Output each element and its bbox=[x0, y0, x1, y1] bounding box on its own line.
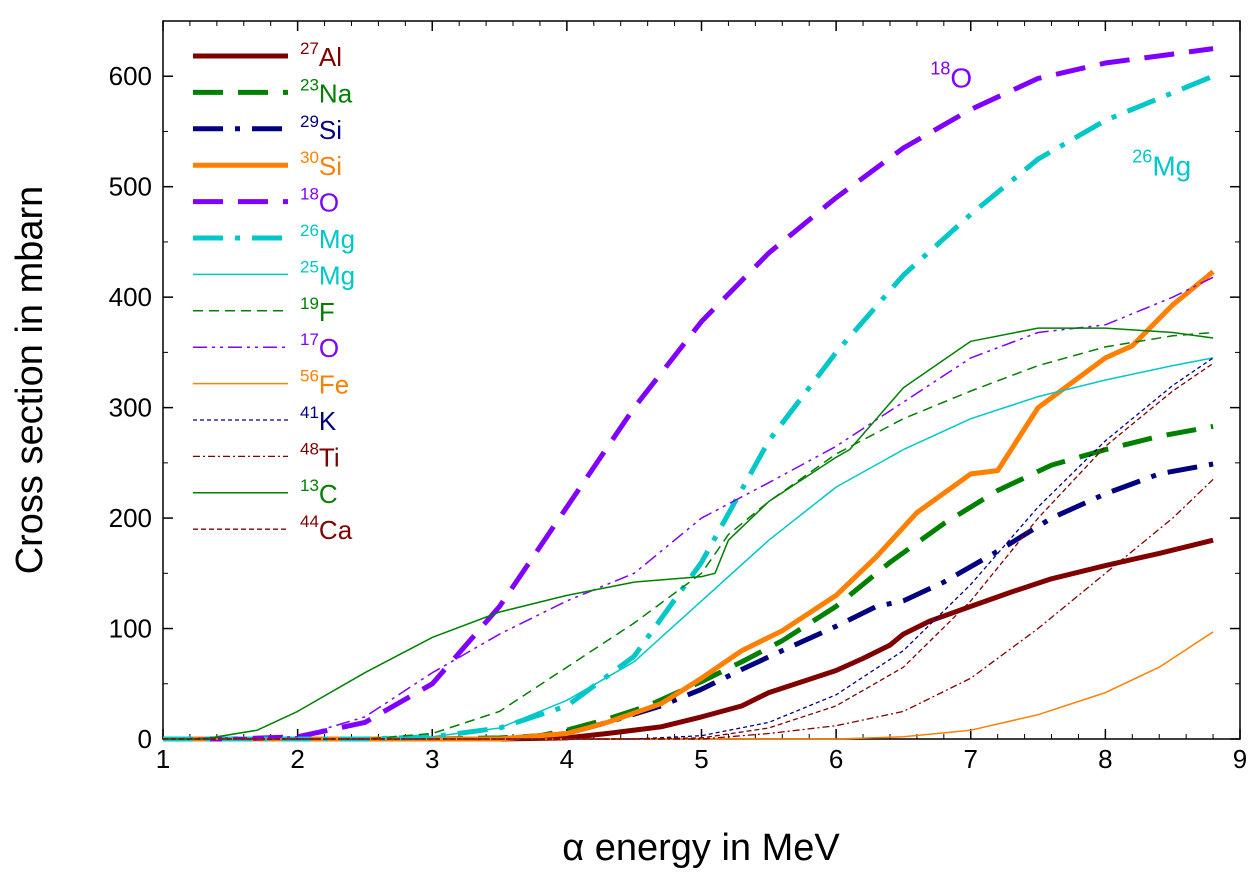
legend-element-symbol: O bbox=[319, 188, 339, 218]
y-tick-label: 400 bbox=[109, 282, 152, 312]
series-lines bbox=[162, 46, 1215, 742]
legend-label: 13C bbox=[300, 476, 338, 509]
series-line-25mg bbox=[163, 357, 1214, 740]
legend-label: 48Ti bbox=[300, 439, 340, 472]
annotation-mass-number: 18 bbox=[930, 58, 950, 78]
legend-label: 17O bbox=[300, 330, 339, 363]
series-line-30si bbox=[163, 269, 1215, 742]
series-line-56fe bbox=[163, 631, 1214, 740]
legend: 27Al23Na29Si30Si18O26Mg25Mg19F17O56Fe41K… bbox=[193, 39, 355, 545]
legend-label: 19F bbox=[300, 294, 335, 327]
legend-label: 41K bbox=[300, 403, 337, 436]
x-tick-label: 5 bbox=[694, 744, 708, 774]
x-tick-label: 9 bbox=[1233, 744, 1247, 774]
legend-element-symbol: Al bbox=[319, 42, 342, 72]
legend-mass-number: 48 bbox=[300, 439, 319, 458]
legend-mass-number: 27 bbox=[300, 39, 319, 58]
legend-mass-number: 25 bbox=[300, 257, 319, 276]
legend-label: 44Ca bbox=[300, 512, 353, 545]
legend-element-symbol: Fe bbox=[319, 370, 349, 400]
y-tick-label: 100 bbox=[109, 614, 152, 644]
legend-element-symbol: Ca bbox=[319, 515, 353, 545]
legend-mass-number: 41 bbox=[300, 403, 319, 422]
legend-element-symbol: F bbox=[319, 297, 335, 327]
x-tick-label: 3 bbox=[425, 744, 439, 774]
legend-label: 25Mg bbox=[300, 257, 355, 290]
series-line-27al bbox=[163, 537, 1214, 742]
legend-element-symbol: K bbox=[319, 406, 337, 436]
legend-mass-number: 56 bbox=[300, 367, 319, 386]
x-tick-label: 1 bbox=[156, 744, 170, 774]
legend-element-symbol: Mg bbox=[319, 260, 355, 290]
series-line-13c bbox=[163, 327, 1214, 740]
annotation-element-symbol: Mg bbox=[1152, 151, 1191, 182]
annotations: 18O 26Mg bbox=[930, 58, 1191, 181]
x-axis-title: α energy in MeV bbox=[562, 827, 840, 869]
legend-label: 23Na bbox=[300, 75, 353, 108]
legend-element-symbol: Mg bbox=[319, 224, 355, 254]
y-tick-label: 600 bbox=[109, 61, 152, 91]
x-tick-label: 7 bbox=[964, 744, 978, 774]
legend-mass-number: 17 bbox=[300, 330, 319, 349]
legend-element-symbol: Ti bbox=[319, 442, 340, 472]
legend-mass-number: 26 bbox=[300, 221, 319, 240]
x-tick-label: 2 bbox=[290, 744, 304, 774]
series-line-26mg bbox=[163, 73, 1215, 742]
y-axis-title: Cross section in mbarn bbox=[9, 186, 51, 575]
legend-label: 30Si bbox=[300, 148, 342, 181]
legend-label: 26Mg bbox=[300, 221, 355, 254]
legend-mass-number: 23 bbox=[300, 75, 319, 94]
series-line-44ca bbox=[163, 362, 1214, 740]
legend-element-symbol: C bbox=[319, 479, 338, 509]
series-line-41k bbox=[163, 357, 1214, 740]
curve-annotation: 26Mg bbox=[1132, 147, 1191, 182]
x-tick-label: 6 bbox=[829, 744, 843, 774]
y-tick-label: 500 bbox=[109, 172, 152, 202]
legend-label: 18O bbox=[300, 185, 339, 218]
legend-label: 27Al bbox=[300, 39, 342, 72]
legend-label: 29Si bbox=[300, 112, 342, 145]
legend-mass-number: 19 bbox=[300, 294, 319, 313]
series-line-19f bbox=[163, 331, 1214, 740]
legend-label: 56Fe bbox=[300, 367, 349, 400]
legend-mass-number: 29 bbox=[300, 112, 319, 131]
legend-element-symbol: Si bbox=[319, 151, 342, 181]
legend-mass-number: 18 bbox=[300, 185, 319, 204]
legend-element-symbol: Si bbox=[319, 115, 342, 145]
y-tick-label: 300 bbox=[109, 393, 152, 423]
annotation-element-symbol: O bbox=[950, 62, 972, 93]
y-tick-label: 200 bbox=[109, 503, 152, 533]
series-line-48ti bbox=[163, 478, 1214, 740]
legend-element-symbol: O bbox=[319, 333, 339, 363]
legend-mass-number: 44 bbox=[300, 512, 319, 531]
x-tick-label: 8 bbox=[1098, 744, 1112, 774]
legend-mass-number: 30 bbox=[300, 148, 319, 167]
x-tick-label: 4 bbox=[560, 744, 574, 774]
curve-annotation: 18O bbox=[930, 58, 972, 93]
series-line-18o bbox=[163, 46, 1214, 742]
legend-element-symbol: Na bbox=[319, 78, 353, 108]
y-tick-label: 0 bbox=[138, 724, 152, 754]
annotation-mass-number: 26 bbox=[1132, 147, 1152, 167]
legend-mass-number: 13 bbox=[300, 476, 319, 495]
